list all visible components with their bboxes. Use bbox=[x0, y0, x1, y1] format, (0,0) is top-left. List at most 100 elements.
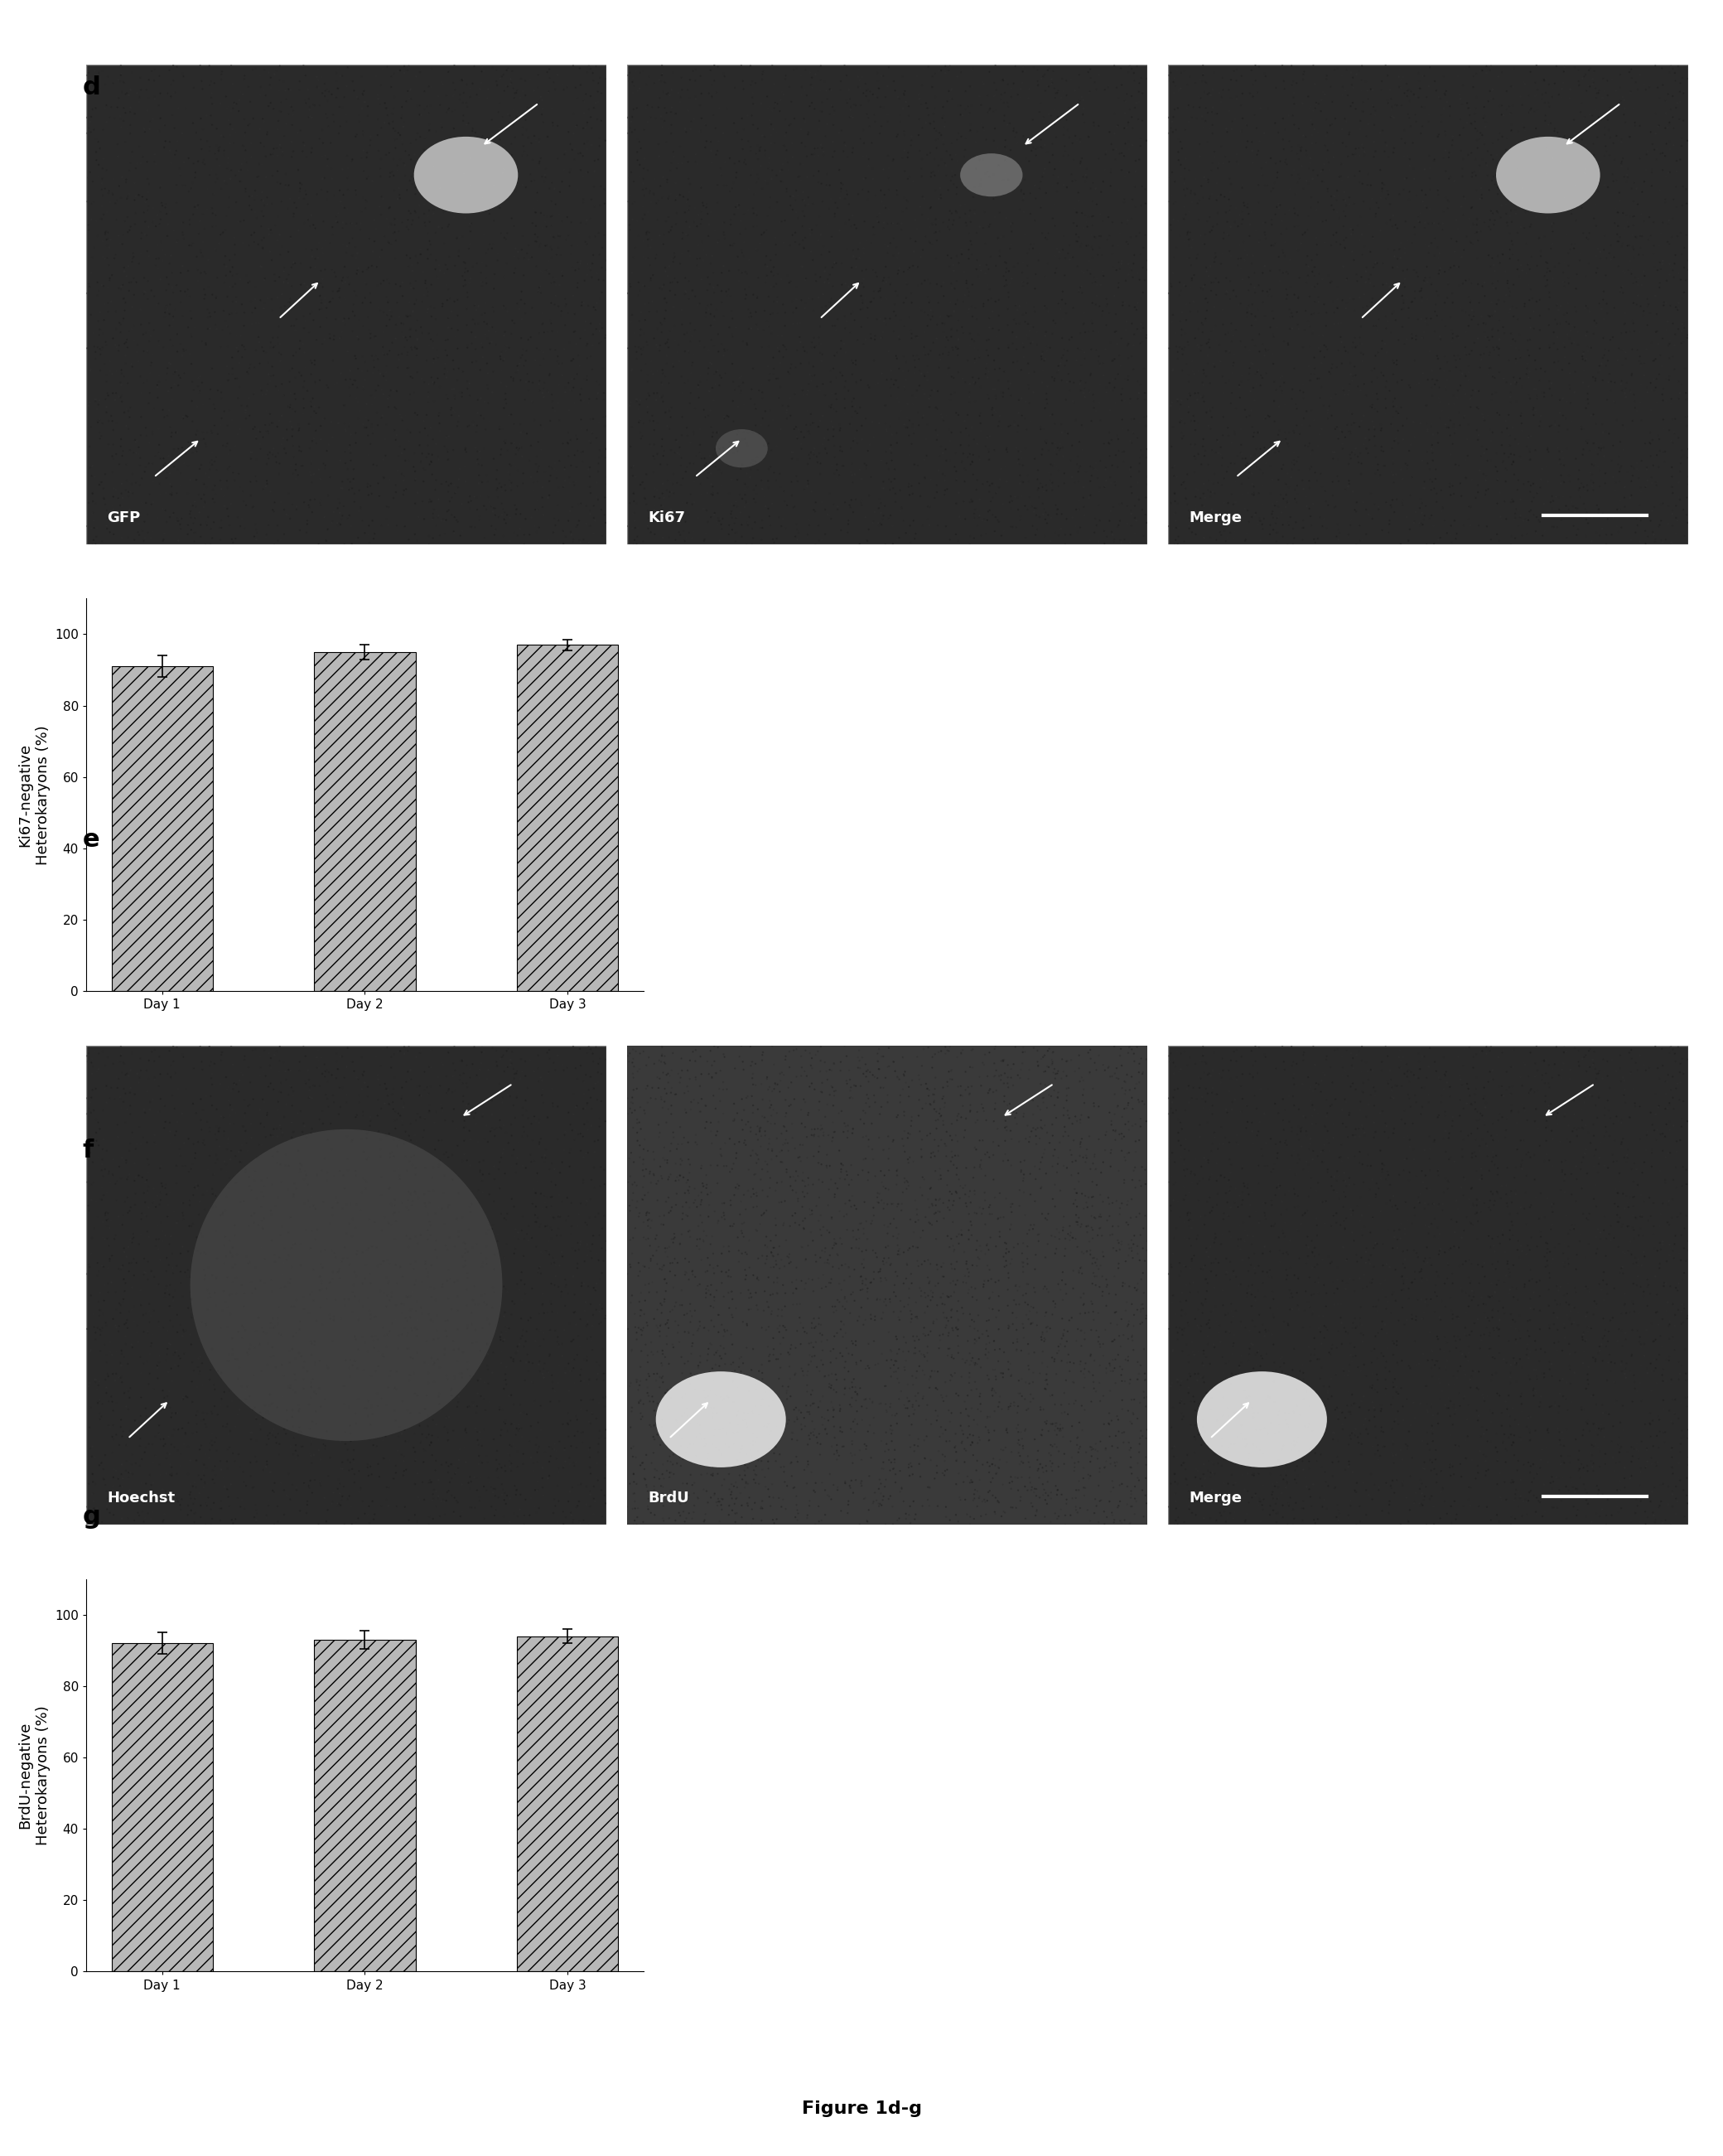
Point bbox=[122, 196, 150, 231]
Point bbox=[1368, 1147, 1396, 1181]
Point bbox=[233, 388, 260, 423]
Point bbox=[1247, 369, 1275, 403]
Point bbox=[274, 498, 302, 533]
Point bbox=[1437, 438, 1465, 472]
Point bbox=[1166, 1246, 1194, 1281]
Point bbox=[1563, 1112, 1590, 1147]
Point bbox=[799, 1386, 827, 1421]
Point bbox=[815, 1246, 843, 1281]
Point bbox=[1272, 489, 1299, 524]
Point bbox=[482, 472, 510, 507]
Point bbox=[395, 425, 422, 459]
Point bbox=[1127, 1386, 1154, 1421]
Point bbox=[512, 1483, 539, 1518]
Point bbox=[470, 433, 498, 468]
Point bbox=[305, 241, 333, 276]
Point bbox=[279, 440, 307, 474]
Point bbox=[1618, 1233, 1645, 1268]
Point bbox=[670, 1315, 698, 1350]
Point bbox=[1592, 134, 1620, 168]
Point bbox=[625, 274, 653, 308]
Point bbox=[646, 1199, 674, 1233]
Point bbox=[1185, 127, 1213, 162]
Point bbox=[431, 347, 458, 382]
Point bbox=[1108, 1134, 1135, 1169]
Point bbox=[617, 1222, 644, 1257]
Point bbox=[877, 1391, 905, 1425]
Point bbox=[298, 1447, 326, 1481]
Point bbox=[426, 1151, 453, 1186]
Point bbox=[264, 280, 291, 315]
Point bbox=[1187, 272, 1215, 306]
Point bbox=[851, 1302, 879, 1337]
Point bbox=[314, 142, 341, 177]
Point bbox=[1199, 147, 1227, 181]
Point bbox=[1477, 1315, 1504, 1350]
Point bbox=[148, 188, 176, 222]
Point bbox=[1187, 218, 1215, 252]
Point bbox=[619, 354, 646, 388]
Point bbox=[732, 211, 760, 246]
Point bbox=[345, 494, 372, 528]
Point bbox=[1297, 1416, 1325, 1451]
Point bbox=[708, 511, 736, 545]
Point bbox=[329, 211, 357, 246]
Point bbox=[655, 84, 682, 119]
Point bbox=[712, 1348, 739, 1382]
Point bbox=[991, 86, 1018, 121]
Point bbox=[1366, 1285, 1394, 1319]
Point bbox=[910, 1317, 937, 1352]
Point bbox=[917, 1408, 944, 1442]
Point bbox=[1645, 82, 1673, 116]
Point bbox=[930, 147, 958, 181]
Point bbox=[681, 1294, 708, 1328]
Point bbox=[1666, 216, 1694, 250]
Point bbox=[1261, 123, 1289, 157]
Point bbox=[439, 351, 467, 386]
Point bbox=[1418, 1246, 1446, 1281]
Point bbox=[700, 416, 727, 451]
Point bbox=[1046, 1412, 1073, 1447]
Point bbox=[536, 1033, 563, 1067]
Point bbox=[508, 431, 536, 466]
Point bbox=[779, 285, 806, 319]
Point bbox=[1096, 1186, 1123, 1220]
Point bbox=[1242, 1412, 1270, 1447]
Point bbox=[370, 1442, 398, 1477]
Point bbox=[1311, 1108, 1339, 1143]
Point bbox=[1301, 1332, 1328, 1367]
Point bbox=[986, 332, 1013, 367]
Point bbox=[389, 278, 417, 313]
Point bbox=[1611, 1371, 1639, 1406]
Point bbox=[507, 321, 534, 356]
Point bbox=[341, 298, 369, 332]
Point bbox=[1466, 149, 1494, 183]
Point bbox=[112, 1184, 140, 1218]
Bar bbox=[517, 645, 619, 992]
Point bbox=[911, 338, 939, 373]
Point bbox=[963, 1408, 991, 1442]
Point bbox=[463, 78, 491, 112]
Point bbox=[946, 500, 973, 535]
Point bbox=[1303, 86, 1330, 121]
Point bbox=[1213, 274, 1241, 308]
Point bbox=[625, 1052, 653, 1087]
Point bbox=[1266, 1169, 1294, 1203]
Point bbox=[1077, 218, 1104, 252]
Point bbox=[748, 1119, 775, 1153]
Point bbox=[565, 1233, 593, 1268]
Point bbox=[548, 1378, 575, 1412]
Point bbox=[438, 371, 465, 405]
Point bbox=[882, 1466, 910, 1501]
Point bbox=[1339, 1050, 1366, 1084]
Point bbox=[1275, 99, 1303, 134]
Point bbox=[848, 1259, 875, 1294]
Point bbox=[1158, 267, 1185, 302]
Point bbox=[1387, 390, 1415, 425]
Point bbox=[1054, 1102, 1082, 1136]
Point bbox=[1185, 183, 1213, 218]
Point bbox=[1075, 1054, 1103, 1089]
Point bbox=[1354, 1151, 1382, 1186]
Point bbox=[320, 494, 348, 528]
Point bbox=[1039, 466, 1067, 500]
